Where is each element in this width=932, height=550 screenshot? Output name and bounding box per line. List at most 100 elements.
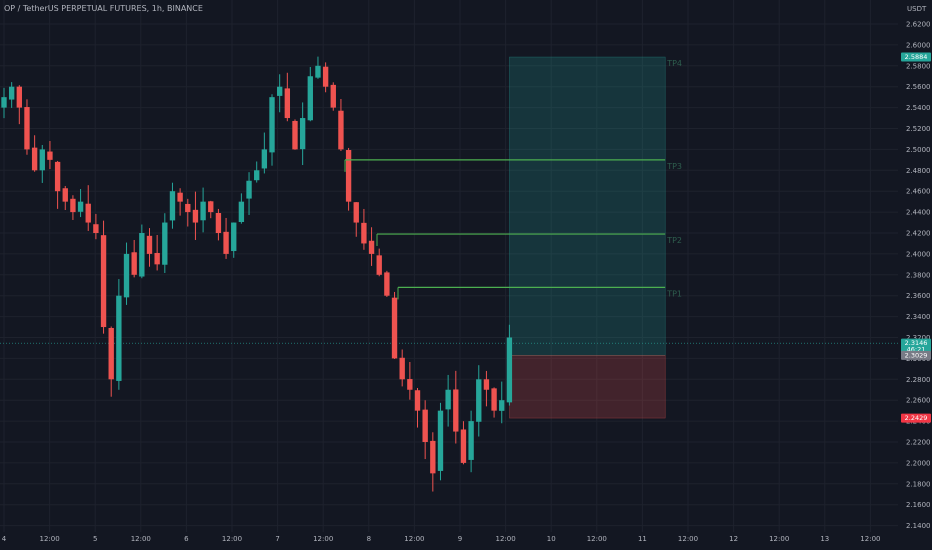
candle-body: [139, 233, 145, 277]
candle[interactable]: [77, 189, 84, 218]
candle[interactable]: [1, 87, 7, 119]
candle-body: [453, 389, 459, 432]
candle[interactable]: [430, 432, 436, 492]
candle[interactable]: [70, 195, 76, 220]
x-tick-label: 7: [275, 535, 279, 543]
candle[interactable]: [353, 202, 359, 237]
candle[interactable]: [491, 387, 497, 418]
candle-body: [162, 222, 168, 265]
candle[interactable]: [476, 365, 482, 437]
candle[interactable]: [284, 72, 291, 122]
candle[interactable]: [437, 402, 444, 481]
y-tick-label: 2.5400: [906, 104, 931, 112]
candle[interactable]: [162, 213, 168, 273]
x-tick-label: 12:00: [860, 535, 880, 543]
candle[interactable]: [399, 349, 405, 387]
candle[interactable]: [123, 242, 130, 305]
candle[interactable]: [62, 185, 68, 211]
y-tick-label: 2.4400: [906, 209, 931, 217]
tp-label: TP1: [666, 289, 682, 298]
candle-body: [353, 202, 359, 223]
candle[interactable]: [85, 185, 91, 231]
candle[interactable]: [460, 421, 467, 465]
candle[interactable]: [315, 56, 321, 79]
candle[interactable]: [192, 191, 199, 240]
y-tick-label: 2.2600: [906, 397, 931, 405]
candle[interactable]: [108, 326, 114, 397]
candle[interactable]: [292, 119, 298, 150]
candle-body: [100, 235, 107, 328]
candle[interactable]: [215, 208, 222, 241]
y-tick-label: 2.3200: [906, 334, 931, 342]
candle[interactable]: [276, 74, 283, 113]
candle[interactable]: [254, 161, 260, 183]
candle[interactable]: [422, 400, 428, 460]
candle-body: [1, 97, 7, 108]
candle[interactable]: [322, 62, 329, 93]
candle[interactable]: [116, 279, 122, 390]
candle[interactable]: [407, 362, 413, 400]
candle[interactable]: [8, 82, 15, 108]
candle[interactable]: [361, 208, 367, 250]
candle[interactable]: [468, 410, 474, 473]
candle[interactable]: [154, 235, 160, 271]
candle[interactable]: [139, 224, 145, 279]
y-tick-label: 2.5600: [906, 83, 931, 91]
candle[interactable]: [223, 217, 229, 259]
x-tick-label: 8: [367, 535, 371, 543]
candle[interactable]: [146, 228, 153, 267]
candle[interactable]: [238, 193, 245, 224]
candle[interactable]: [185, 198, 191, 227]
candle[interactable]: [384, 270, 390, 297]
candle[interactable]: [31, 135, 38, 172]
candle[interactable]: [100, 220, 107, 334]
candles[interactable]: [1, 56, 513, 492]
price-badge-countdown: 46:21: [907, 346, 926, 354]
candle[interactable]: [39, 144, 45, 183]
candle-body: [483, 379, 490, 390]
candle[interactable]: [231, 222, 237, 258]
candle[interactable]: [54, 160, 61, 209]
time-axis[interactable]: 4 12:00 5 12:00 6 12:00 7 12:00 8 12:00 9 12:00 10 12…: [2, 535, 881, 543]
candle[interactable]: [47, 141, 53, 170]
candle[interactable]: [368, 227, 375, 266]
profit-zone: [509, 56, 666, 356]
candle[interactable]: [177, 188, 183, 216]
candle[interactable]: [131, 239, 137, 278]
candle-body: [70, 198, 76, 213]
candle[interactable]: [391, 291, 398, 359]
candle-body: [284, 88, 291, 119]
candle[interactable]: [24, 99, 30, 155]
y-tick-label: 2.3800: [906, 271, 931, 279]
y-tick-label: 2.5200: [906, 125, 931, 133]
candle[interactable]: [338, 98, 344, 152]
candle[interactable]: [200, 187, 206, 233]
candle[interactable]: [376, 248, 382, 277]
candle-body: [85, 203, 91, 223]
candle[interactable]: [269, 94, 275, 166]
candle[interactable]: [330, 82, 336, 111]
candle[interactable]: [345, 147, 352, 211]
candle[interactable]: [208, 200, 214, 219]
candle[interactable]: [414, 387, 421, 428]
candle[interactable]: [246, 172, 252, 215]
candle-body: [414, 390, 421, 411]
candle[interactable]: [445, 374, 451, 427]
candle[interactable]: [299, 102, 306, 166]
candle[interactable]: [307, 66, 313, 122]
candle[interactable]: [506, 324, 513, 406]
x-tick-label: 12:00: [222, 535, 242, 543]
candle[interactable]: [483, 370, 490, 407]
candle-body: [476, 379, 482, 422]
candle[interactable]: [261, 132, 268, 174]
candle[interactable]: [16, 85, 22, 125]
candle[interactable]: [499, 381, 505, 424]
candle[interactable]: [453, 370, 459, 444]
candle-body: [345, 150, 352, 202]
candle[interactable]: [93, 213, 99, 240]
candle-body: [131, 252, 137, 275]
candle[interactable]: [169, 182, 176, 229]
candle-body: [223, 231, 229, 254]
price-badge: 2.2429: [901, 413, 931, 423]
